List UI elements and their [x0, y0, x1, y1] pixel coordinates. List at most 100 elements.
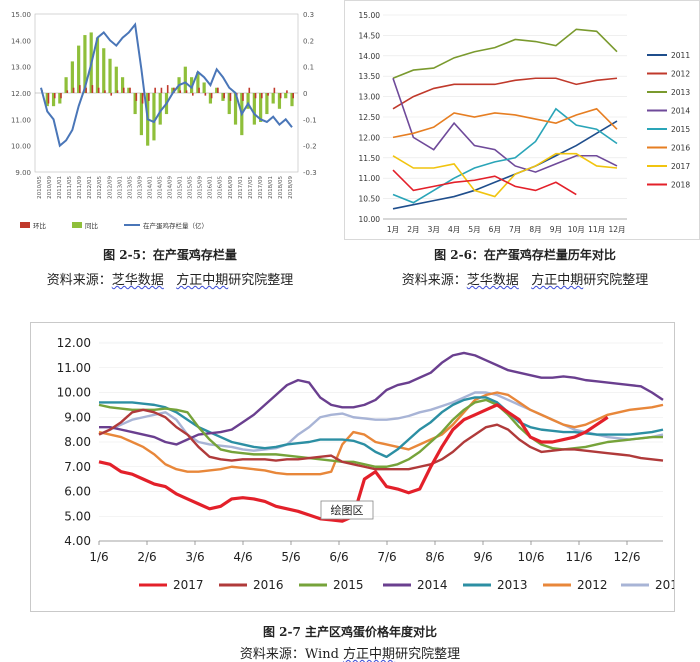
- fig6-caption: 图 2-6：在产蛋鸡存栏量历年对比: [434, 248, 616, 262]
- fig6-source-suffix: 研究院整理: [583, 273, 649, 288]
- fig5-mom-bar: [85, 87, 87, 93]
- fig5-yoy-bar: [127, 87, 131, 93]
- fig7-y-tick: 10.00: [57, 386, 91, 400]
- fig6-y-tick: 11.00: [359, 174, 381, 183]
- fig6-legend-label-2011: 2011: [671, 51, 690, 60]
- fig5-mom-bar: [217, 87, 219, 93]
- fig5-source-suffix: 研究院整理: [228, 273, 294, 288]
- fig5-yoy-bar: [233, 93, 238, 125]
- fig5-yoy-bar: [108, 58, 112, 93]
- fig6-series-line-2012: [392, 77, 618, 110]
- fig5-x-tick: 2015/01: [178, 176, 184, 199]
- fig6-y-tick: 15.00: [359, 11, 381, 20]
- fig5-mom-bar: [166, 85, 169, 93]
- fig5-yoy-bar: [45, 93, 49, 107]
- fig6-series-line-2017: [392, 152, 618, 198]
- fig5-mom-bar: [60, 93, 62, 99]
- fig5-yoy-bar: [227, 93, 231, 115]
- fig6-series-line-2018: [392, 169, 577, 196]
- fig5-yoy-bar: [252, 93, 256, 125]
- fig5-yoy-bar: [208, 93, 213, 104]
- fig5-yoy-bar: [265, 93, 269, 115]
- fig5-y-left-tick: 13.00: [11, 64, 31, 72]
- fig5-source-org1: 芝华数据: [111, 273, 164, 288]
- fig5-mom-bar: [66, 90, 69, 93]
- fig7-x-tick: 3/6: [185, 550, 204, 564]
- fig5-yoy-bar: [114, 66, 118, 93]
- fig5-mom-bar: [53, 93, 56, 99]
- fig7-x-tick: 4/6: [233, 550, 252, 564]
- fig6-legend-label-2017: 2017: [671, 162, 690, 171]
- fig5-yoy-bar: [277, 93, 282, 109]
- fig5-x-tick: 2012/01: [87, 176, 93, 199]
- fig5-mom-bar: [248, 87, 251, 93]
- fig5-mom-bar: [292, 93, 294, 99]
- fig7-legend-label-2011: 2011: [655, 578, 674, 592]
- fig5-mom-bar: [122, 87, 125, 93]
- fig5-yoy-bar: [183, 66, 187, 93]
- fig5-mom-bar: [135, 93, 138, 101]
- fig5-yoy-bar: [215, 87, 219, 93]
- fig5-mom-bar: [210, 93, 213, 99]
- fig6-y-tick: 13.50: [359, 72, 381, 81]
- fig7-y-tick: 11.00: [57, 361, 91, 375]
- fig5-y-right-tick: -0.3: [303, 169, 317, 177]
- fig6-panel: 15.00 14.50 14.00 13.50 13.00 12.50 12.00 11.50…: [344, 0, 700, 240]
- fig6-legend-label-2016: 2016: [671, 144, 690, 153]
- fig6-y-tick: 11.50: [359, 154, 381, 163]
- fig7-legend-label-2016: 2016: [253, 578, 284, 592]
- fig6-x-tick: 4月: [448, 225, 460, 234]
- fig5-x-tick: 2010/05: [37, 176, 43, 199]
- fig5-y-right-tick: 0.1: [303, 64, 314, 72]
- fig5-mom-bar: [279, 93, 282, 99]
- fig6-x-tick: 3月: [428, 225, 440, 234]
- fig7-legend-label-2014: 2014: [417, 578, 448, 592]
- fig6-y-tick: 10.50: [359, 195, 381, 204]
- fig6-x-tick: 1月: [387, 225, 399, 234]
- fig6-y-tick: 14.00: [359, 52, 381, 61]
- fig5-stock-line: [40, 22, 293, 148]
- fig5-x-tick: 2013/05: [127, 176, 133, 199]
- fig6-y-tick: 13.00: [359, 93, 381, 102]
- fig5-x-tick: 2013/09: [137, 176, 143, 199]
- fig5-x-tick: 2012/05: [97, 176, 103, 199]
- fig5-mom-bar: [261, 93, 263, 99]
- fig7-series-line-2012: [98, 391, 664, 476]
- fig7-x-tick: 11/6: [566, 550, 593, 564]
- fig5-mom-bar: [91, 85, 94, 93]
- fig5-mom-bar: [242, 93, 244, 101]
- fig7-x-tick: 8/6: [425, 550, 444, 564]
- fig7-legend-label-2013: 2013: [497, 578, 528, 592]
- fig6-y-tick: 14.50: [359, 31, 381, 40]
- fig5-mom-bar: [72, 87, 75, 93]
- fig5-x-tick: 2011/05: [67, 176, 73, 199]
- fig6-chart: 15.00 14.50 14.00 13.50 13.00 12.50 12.00 11.50…: [359, 11, 691, 234]
- fig5-x-tick: 2015/09: [198, 176, 204, 199]
- fig6-y-tick: 10.00: [359, 215, 381, 224]
- fig7-y-tick: 12.00: [57, 336, 91, 350]
- fig5-yoy-bar: [77, 45, 81, 93]
- fig6-source: 资料来源：芝华数据 方正中期研究院整理: [360, 269, 690, 288]
- fig7-chart: 12.00 11.00 10.00 9.00 8.00 7.00 6.00 5.00 4.00 1…: [57, 336, 686, 592]
- fig7-y-tick: 8.00: [64, 435, 91, 449]
- fig5-x-tick: 2010/09: [47, 176, 53, 199]
- fig5-x-tick: 2014/05: [157, 176, 163, 199]
- fig5-yoy-bar: [221, 93, 225, 101]
- fig6-legend-label-2013: 2013: [671, 88, 690, 97]
- fig5-mom-bar: [273, 87, 276, 93]
- fig6-y-tick: 12.50: [359, 113, 381, 122]
- fig7-legend-label-2015: 2015: [333, 578, 364, 592]
- fig6-series-line-2013: [392, 28, 618, 79]
- fig5-mom-bar: [185, 90, 188, 93]
- fig7-y-tick: 5.00: [64, 509, 91, 523]
- fig5-y-left-tick: 12.00: [11, 90, 31, 98]
- fig6-x-tick: 8月: [529, 225, 541, 234]
- fig5-legend-swatch-mom: [20, 222, 30, 228]
- fig5-yoy-bar: [271, 93, 275, 104]
- fig7-y-tick: 9.00: [64, 410, 91, 424]
- fig7-y-tick: 4.00: [64, 534, 91, 548]
- fig7-y-tick: 6.00: [64, 485, 91, 499]
- fig6-legend-label-2018: 2018: [671, 181, 690, 190]
- fig5-legend-label-yoy: 同比: [85, 221, 99, 230]
- fig6-x-tick: 9月: [550, 225, 562, 234]
